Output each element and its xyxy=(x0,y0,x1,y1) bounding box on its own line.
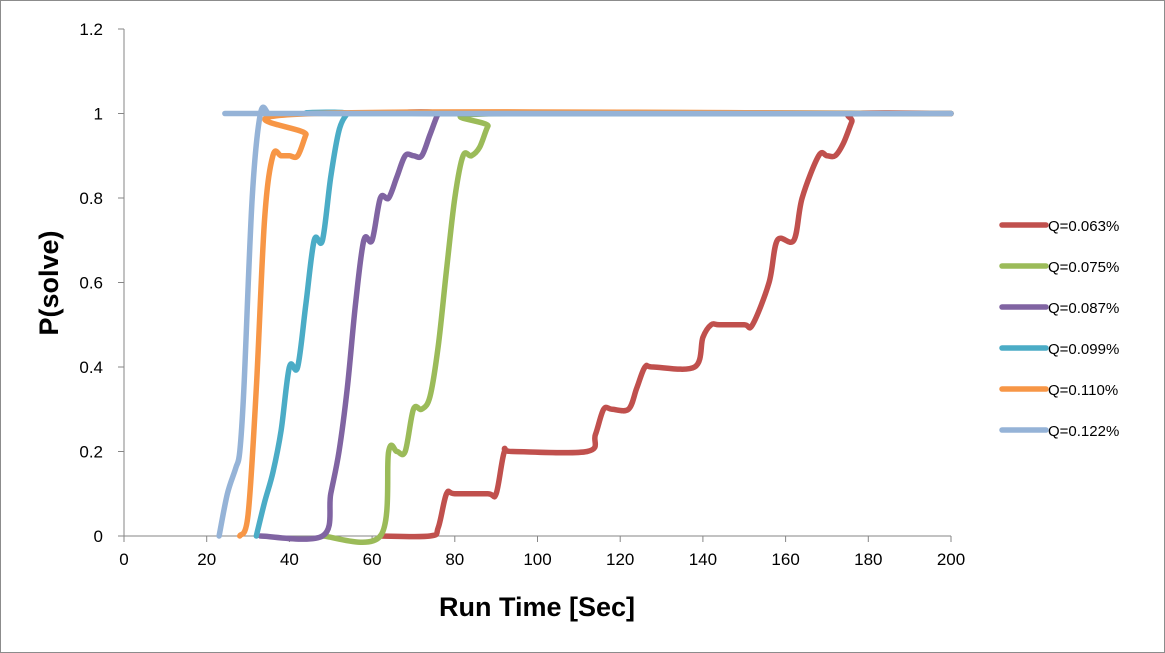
x-tick-label: 160 xyxy=(771,550,799,569)
x-tick-label: 20 xyxy=(197,550,216,569)
x-tick-label: 140 xyxy=(689,550,717,569)
series-line-2 xyxy=(257,109,954,542)
x-tick-label: 120 xyxy=(606,550,634,569)
y-tick-label: 0 xyxy=(94,527,103,546)
legend-label: Q=0.063% xyxy=(1048,218,1119,235)
y-tick-label: 0.2 xyxy=(79,443,103,462)
x-tick-label: 200 xyxy=(937,550,965,569)
legend-label: Q=0.122% xyxy=(1048,423,1119,440)
series-line-1 xyxy=(319,109,954,546)
series-line-0 xyxy=(377,110,954,540)
series-lines xyxy=(216,104,954,546)
legend-label: Q=0.075% xyxy=(1048,259,1119,276)
series-line-5 xyxy=(216,104,954,539)
x-tick-label: 180 xyxy=(854,550,882,569)
legend-label: Q=0.099% xyxy=(1048,341,1119,358)
legend-label: Q=0.087% xyxy=(1048,300,1119,317)
y-tick-label: 1.2 xyxy=(79,20,103,39)
x-axis-ticks: 0 20 40 60 80 100 120 140 160 180 200 xyxy=(119,536,965,569)
x-axis-title: Run Time [Sec] xyxy=(439,592,635,622)
y-tick-label: 1 xyxy=(94,105,103,124)
y-tick-label: 0.6 xyxy=(79,274,103,293)
x-tick-label: 80 xyxy=(445,550,464,569)
legend-label: Q=0.110% xyxy=(1048,382,1118,399)
x-tick-label: 60 xyxy=(363,550,382,569)
y-axis-ticks: 0 0.2 0.4 0.6 0.8 1 1.2 xyxy=(79,20,124,546)
y-tick-label: 0.4 xyxy=(79,358,103,377)
x-tick-label: 100 xyxy=(523,550,551,569)
series-line-4 xyxy=(237,109,954,539)
x-tick-label: 40 xyxy=(280,550,299,569)
legend-item: Q=0.122% xyxy=(999,423,1119,440)
y-tick-label: 0.8 xyxy=(79,189,103,208)
y-axis-title: P(solve) xyxy=(34,230,64,335)
legend-item: Q=0.099% xyxy=(999,341,1119,358)
legend-item: Q=0.075% xyxy=(999,259,1119,276)
legend-item: Q=0.110% xyxy=(999,382,1118,399)
series-line-3 xyxy=(253,109,954,539)
x-tick-label: 0 xyxy=(119,550,128,569)
legend: Q=0.063% Q=0.075% Q=0.087% Q=0.099% Q=0.110%… xyxy=(999,218,1119,440)
legend-item: Q=0.087% xyxy=(999,300,1119,317)
legend-item: Q=0.063% xyxy=(999,218,1119,235)
